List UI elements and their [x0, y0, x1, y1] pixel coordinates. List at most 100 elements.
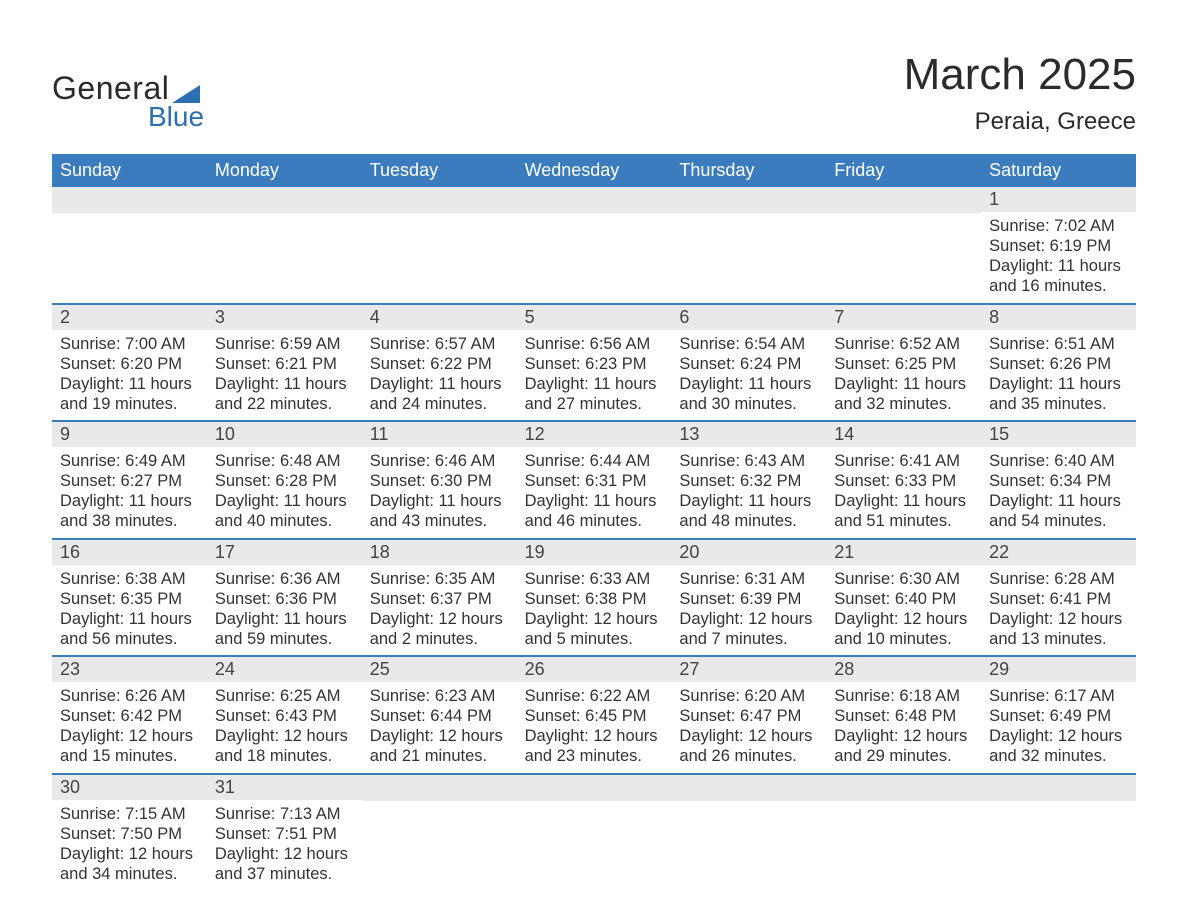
logo-text-blue: Blue — [148, 101, 204, 133]
sunset-text: Sunset: 6:20 PM — [60, 354, 199, 374]
calendar-header-row: Sunday Monday Tuesday Wednesday Thursday… — [52, 154, 1136, 187]
daylight-text: Daylight: 12 hours and 32 minutes. — [989, 726, 1128, 766]
sunset-text: Sunset: 6:25 PM — [834, 354, 973, 374]
sunrise-text: Sunrise: 7:15 AM — [60, 804, 199, 824]
sunset-text: Sunset: 6:35 PM — [60, 589, 199, 609]
day-label: Monday — [207, 154, 362, 187]
day-body: Sunrise: 6:52 AMSunset: 6:25 PMDaylight:… — [826, 330, 981, 421]
sunrise-text: Sunrise: 6:36 AM — [215, 569, 354, 589]
sunrise-text: Sunrise: 6:18 AM — [834, 686, 973, 706]
day-body — [362, 213, 517, 223]
daylight-text: Daylight: 11 hours and 35 minutes. — [989, 374, 1128, 414]
daylight-text: Daylight: 11 hours and 43 minutes. — [370, 491, 509, 531]
daylight-text: Daylight: 12 hours and 2 minutes. — [370, 609, 509, 649]
sunrise-text: Sunrise: 6:46 AM — [370, 451, 509, 471]
sunrise-text: Sunrise: 6:26 AM — [60, 686, 199, 706]
sunset-text: Sunset: 6:37 PM — [370, 589, 509, 609]
day-number: 16 — [52, 540, 207, 565]
day-body: Sunrise: 6:48 AMSunset: 6:28 PMDaylight:… — [207, 447, 362, 538]
day-body — [671, 213, 826, 223]
sunset-text: Sunset: 6:28 PM — [215, 471, 354, 491]
daylight-text: Daylight: 12 hours and 18 minutes. — [215, 726, 354, 766]
day-number: 31 — [207, 775, 362, 800]
calendar-day: 17Sunrise: 6:36 AMSunset: 6:36 PMDayligh… — [207, 540, 362, 656]
calendar-day: 24Sunrise: 6:25 AMSunset: 6:43 PMDayligh… — [207, 657, 362, 773]
day-number: 12 — [517, 422, 672, 447]
daylight-text: Daylight: 11 hours and 16 minutes. — [989, 256, 1128, 296]
day-body: Sunrise: 6:35 AMSunset: 6:37 PMDaylight:… — [362, 565, 517, 656]
sunset-text: Sunset: 7:50 PM — [60, 824, 199, 844]
calendar-day: 13Sunrise: 6:43 AMSunset: 6:32 PMDayligh… — [671, 422, 826, 538]
day-body: Sunrise: 6:23 AMSunset: 6:44 PMDaylight:… — [362, 682, 517, 773]
page-subtitle: Peraia, Greece — [904, 108, 1136, 136]
calendar-day: 21Sunrise: 6:30 AMSunset: 6:40 PMDayligh… — [826, 540, 981, 656]
day-body: Sunrise: 6:54 AMSunset: 6:24 PMDaylight:… — [671, 330, 826, 421]
day-number: 3 — [207, 305, 362, 330]
day-body: Sunrise: 6:41 AMSunset: 6:33 PMDaylight:… — [826, 447, 981, 538]
calendar-day: 18Sunrise: 6:35 AMSunset: 6:37 PMDayligh… — [362, 540, 517, 656]
calendar-day: 1Sunrise: 7:02 AMSunset: 6:19 PMDaylight… — [981, 187, 1136, 303]
day-number: 21 — [826, 540, 981, 565]
calendar-day: 22Sunrise: 6:28 AMSunset: 6:41 PMDayligh… — [981, 540, 1136, 656]
day-number: 10 — [207, 422, 362, 447]
day-body — [362, 801, 517, 811]
calendar-day: 5Sunrise: 6:56 AMSunset: 6:23 PMDaylight… — [517, 305, 672, 421]
day-number: 1 — [981, 187, 1136, 212]
sunrise-text: Sunrise: 6:49 AM — [60, 451, 199, 471]
daylight-text: Daylight: 12 hours and 13 minutes. — [989, 609, 1128, 649]
daylight-text: Daylight: 12 hours and 5 minutes. — [525, 609, 664, 649]
sunrise-text: Sunrise: 6:54 AM — [679, 334, 818, 354]
calendar-day: 25Sunrise: 6:23 AMSunset: 6:44 PMDayligh… — [362, 657, 517, 773]
day-body — [671, 801, 826, 811]
day-number — [826, 187, 981, 213]
day-number: 2 — [52, 305, 207, 330]
sunrise-text: Sunrise: 6:43 AM — [679, 451, 818, 471]
sunrise-text: Sunrise: 6:28 AM — [989, 569, 1128, 589]
day-body: Sunrise: 6:28 AMSunset: 6:41 PMDaylight:… — [981, 565, 1136, 656]
sunset-text: Sunset: 6:23 PM — [525, 354, 664, 374]
daylight-text: Daylight: 12 hours and 7 minutes. — [679, 609, 818, 649]
calendar-day — [207, 187, 362, 303]
sunrise-text: Sunrise: 6:17 AM — [989, 686, 1128, 706]
sunrise-text: Sunrise: 6:59 AM — [215, 334, 354, 354]
sunset-text: Sunset: 6:36 PM — [215, 589, 354, 609]
day-body: Sunrise: 7:15 AMSunset: 7:50 PMDaylight:… — [52, 800, 207, 891]
sunset-text: Sunset: 6:31 PM — [525, 471, 664, 491]
day-number: 9 — [52, 422, 207, 447]
sunrise-text: Sunrise: 6:44 AM — [525, 451, 664, 471]
day-label: Sunday — [52, 154, 207, 187]
daylight-text: Daylight: 12 hours and 10 minutes. — [834, 609, 973, 649]
day-label: Thursday — [671, 154, 826, 187]
page-title: March 2025 — [904, 50, 1136, 100]
sunset-text: Sunset: 6:42 PM — [60, 706, 199, 726]
day-number: 27 — [671, 657, 826, 682]
daylight-text: Daylight: 11 hours and 19 minutes. — [60, 374, 199, 414]
sunrise-text: Sunrise: 6:31 AM — [679, 569, 818, 589]
calendar-day: 30Sunrise: 7:15 AMSunset: 7:50 PMDayligh… — [52, 775, 207, 891]
day-body: Sunrise: 6:57 AMSunset: 6:22 PMDaylight:… — [362, 330, 517, 421]
calendar-day: 20Sunrise: 6:31 AMSunset: 6:39 PMDayligh… — [671, 540, 826, 656]
sunrise-text: Sunrise: 6:48 AM — [215, 451, 354, 471]
title-block: March 2025 Peraia, Greece — [904, 50, 1136, 136]
day-body: Sunrise: 6:59 AMSunset: 6:21 PMDaylight:… — [207, 330, 362, 421]
day-body: Sunrise: 6:51 AMSunset: 6:26 PMDaylight:… — [981, 330, 1136, 421]
day-body: Sunrise: 6:30 AMSunset: 6:40 PMDaylight:… — [826, 565, 981, 656]
day-number: 7 — [826, 305, 981, 330]
calendar-day: 12Sunrise: 6:44 AMSunset: 6:31 PMDayligh… — [517, 422, 672, 538]
sunrise-text: Sunrise: 6:52 AM — [834, 334, 973, 354]
sunrise-text: Sunrise: 6:38 AM — [60, 569, 199, 589]
sunrise-text: Sunrise: 7:00 AM — [60, 334, 199, 354]
sunrise-text: Sunrise: 6:41 AM — [834, 451, 973, 471]
sunrise-text: Sunrise: 6:30 AM — [834, 569, 973, 589]
day-number — [826, 775, 981, 801]
sunrise-text: Sunrise: 6:56 AM — [525, 334, 664, 354]
sunset-text: Sunset: 6:43 PM — [215, 706, 354, 726]
day-body: Sunrise: 6:44 AMSunset: 6:31 PMDaylight:… — [517, 447, 672, 538]
day-body — [52, 213, 207, 223]
calendar-day: 10Sunrise: 6:48 AMSunset: 6:28 PMDayligh… — [207, 422, 362, 538]
calendar-week: 23Sunrise: 6:26 AMSunset: 6:42 PMDayligh… — [52, 657, 1136, 775]
daylight-text: Daylight: 12 hours and 29 minutes. — [834, 726, 973, 766]
calendar-day: 26Sunrise: 6:22 AMSunset: 6:45 PMDayligh… — [517, 657, 672, 773]
day-number: 17 — [207, 540, 362, 565]
daylight-text: Daylight: 11 hours and 46 minutes. — [525, 491, 664, 531]
